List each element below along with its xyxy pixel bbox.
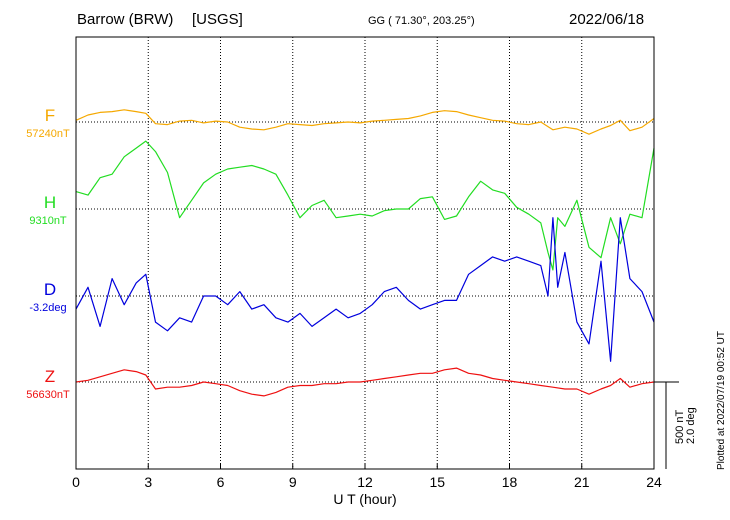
grid [147,37,583,469]
x-tick-label: 15 [429,474,445,490]
series-line-z [75,367,655,397]
series-labels: F 57240nT H 9310nT D -3.2deg Z 56630nT [26,106,70,401]
x-tick-label: 21 [574,474,590,490]
plotted-timestamp: Plotted at 2022/07/19 00:52 UT [716,331,727,470]
x-tick-label: 12 [357,474,373,490]
x-tick-label: 24 [646,474,662,490]
x-axis-ticks: 0 3 6 9 12 15 18 21 24 [72,464,662,490]
scale-bar-deg-label: 2.0 deg [685,407,697,444]
scale-bar-nt-label: 500 nT [674,409,686,444]
x-tick-label: 6 [217,474,225,490]
series-name-f: F [45,106,55,125]
x-tick-label: 0 [72,474,80,490]
plot-date: 2022/06/18 [569,11,645,28]
x-tick-label: 9 [289,474,297,490]
series-line-f [75,109,655,135]
x-tick-label: 18 [502,474,518,490]
traces [75,109,655,397]
series-baseline-f: 57240nT [26,128,70,140]
x-axis-title: U T (hour) [333,491,396,507]
series-name-h: H [44,193,56,212]
series-baseline-z: 56630nT [26,389,70,401]
series-baseline-h: 9310nT [29,215,67,227]
station-name: Barrow (BRW) [77,11,174,28]
series-baseline-d: -3.2deg [29,302,66,314]
station-coordinates: GG ( 71.30°, 203.25°) [368,15,475,27]
series-name-d: D [44,280,56,299]
series-line-d [75,217,655,362]
data-source: [USGS] [192,11,243,28]
scale-bar: 500 nT 2.0 deg [654,381,697,469]
series-line-h [75,140,655,271]
series-name-z: Z [45,367,55,386]
x-tick-label: 3 [144,474,152,490]
plot-frame [75,36,655,470]
